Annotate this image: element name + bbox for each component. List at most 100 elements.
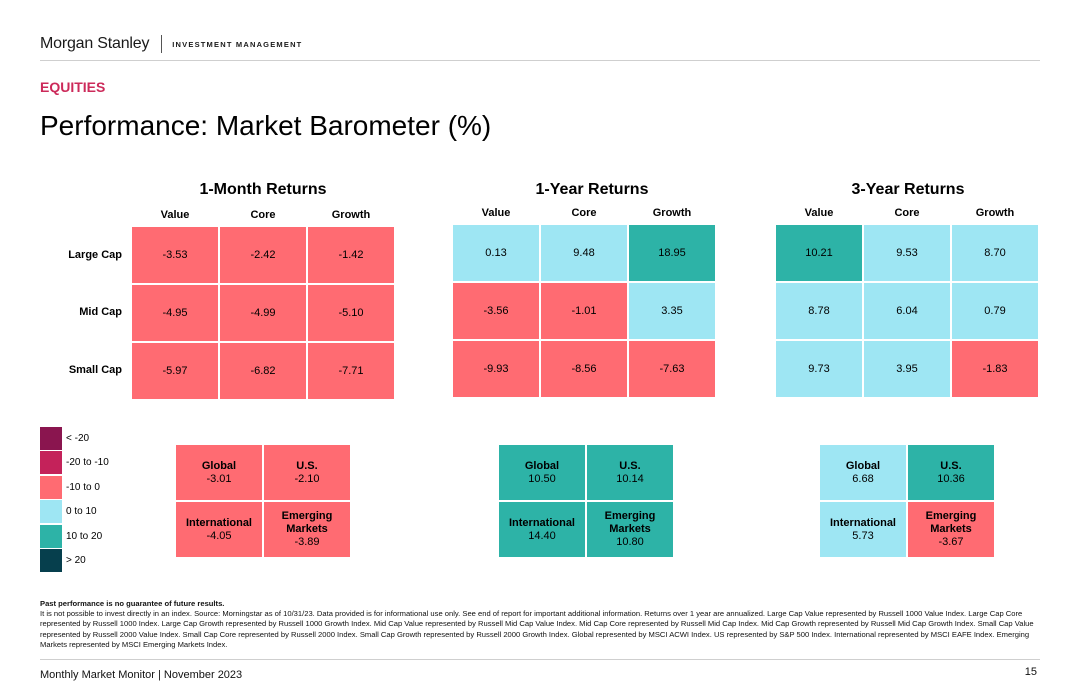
- panel-3-title: 3-Year Returns: [851, 181, 965, 198]
- row-label-large-cap: Large Cap: [68, 249, 122, 261]
- panel-2-col-value: Value: [481, 207, 511, 219]
- legend-item: 0 to 10: [40, 500, 109, 525]
- summary-label: Emerging: [604, 510, 656, 522]
- page-title: Performance: Market Barometer (%): [40, 110, 492, 141]
- brand-divider: [161, 35, 163, 53]
- summary-label: U.S.: [940, 459, 962, 472]
- legend-label: 0 to 10: [66, 506, 97, 518]
- summary-label: Global: [845, 459, 881, 472]
- summary-international: International 14.40: [498, 501, 586, 558]
- panel-2-title: 1-Year Returns: [535, 181, 649, 198]
- summary-label: Markets: [286, 523, 328, 535]
- brand-division: INVESTMENT MANAGEMENT: [172, 39, 303, 49]
- grid-cell: -9.93: [452, 340, 540, 398]
- summary-global: Global -3.01: [175, 444, 263, 501]
- disclaimer-body: It is not possible to invest directly in…: [40, 609, 1034, 649]
- legend-label: -10 to 0: [66, 481, 100, 493]
- panel-3-col-value: Value: [804, 207, 834, 219]
- grid-cell: 6.04: [863, 282, 951, 340]
- panel-1-title: 1-Month Returns: [199, 181, 327, 198]
- legend-label: 10 to 20: [66, 530, 103, 542]
- summary-us: U.S. -2.10: [263, 444, 351, 501]
- legend-swatch: [40, 549, 62, 573]
- disclaimer: Past performance is no guarantee of futu…: [40, 599, 1040, 650]
- legend-item: < -20: [40, 426, 109, 451]
- panel-3-col-core: Core: [894, 207, 920, 219]
- panel-2-col-core: Core: [571, 207, 597, 219]
- footer-rule: [40, 659, 1040, 660]
- grid-cell: -1.83: [951, 340, 1039, 398]
- grid-cell: 8.70: [951, 224, 1039, 282]
- summary-value: 10.36: [937, 472, 965, 485]
- summary-label: Emerging: [925, 510, 977, 522]
- panel-3-col-growth: Growth: [975, 207, 1015, 219]
- grid-cell: -1.42: [307, 226, 395, 284]
- summary-label: Markets: [930, 523, 972, 535]
- panel-2-col-growth: Growth: [652, 207, 692, 219]
- section-label: EQUITIES: [40, 79, 106, 95]
- summary-value: -3.67: [938, 536, 964, 548]
- legend-label: < -20: [66, 432, 90, 444]
- summary-us: U.S. 10.14: [586, 444, 674, 501]
- legend-swatch: [40, 524, 62, 548]
- summary-value: -3.01: [206, 472, 232, 485]
- summary-value: 6.68: [852, 472, 874, 485]
- grid-cell: 10.21: [775, 224, 863, 282]
- summary-emerging: Emerging Markets -3.89: [263, 501, 351, 558]
- panel-3-grid: 10.21 9.53 8.70 8.78 6.04 0.79 9.73 3.95…: [775, 224, 1039, 398]
- summary-value: 10.80: [616, 536, 644, 548]
- grid-cell: 0.13: [452, 224, 540, 282]
- grid-cell: -3.56: [452, 282, 540, 340]
- grid-cell: -6.82: [219, 342, 307, 400]
- summary-value: -4.05: [206, 529, 232, 542]
- row-label-mid-cap: Mid Cap: [79, 306, 122, 318]
- summary-international: International -4.05: [175, 501, 263, 558]
- legend-label: > 20: [66, 555, 86, 567]
- summary-emerging: Emerging Markets 10.80: [586, 501, 674, 558]
- grid-cell: -4.95: [131, 284, 219, 342]
- legend-item: -10 to 0: [40, 475, 109, 500]
- legend-item: -20 to -10: [40, 451, 109, 476]
- grid-cell: 9.48: [540, 224, 628, 282]
- summary-us: U.S. 10.36: [907, 444, 995, 501]
- grid-cell: -5.10: [307, 284, 395, 342]
- panel-1-summary: Global -3.01 U.S. -2.10 International -4…: [175, 444, 351, 558]
- summary-value: 10.14: [616, 472, 644, 485]
- brand-name: Morgan Stanley: [40, 35, 150, 52]
- summary-label: U.S.: [619, 459, 641, 472]
- grid-cell: 8.78: [775, 282, 863, 340]
- legend-label: -20 to -10: [66, 457, 109, 469]
- grid-cell: 9.73: [775, 340, 863, 398]
- panel-1-col-growth: Growth: [331, 209, 371, 221]
- summary-international: International 5.73: [819, 501, 907, 558]
- footer-text: Monthly Market Monitor | November 2023: [40, 669, 243, 681]
- grid-cell: 0.79: [951, 282, 1039, 340]
- grid-cell: -4.99: [219, 284, 307, 342]
- legend-item: > 20: [40, 549, 109, 574]
- summary-global: Global 6.68: [819, 444, 907, 501]
- grid-cell: 3.95: [863, 340, 951, 398]
- grid-cell: 18.95: [628, 224, 716, 282]
- panel-1-col-value: Value: [160, 209, 190, 221]
- summary-label: Global: [201, 459, 237, 472]
- row-label-small-cap: Small Cap: [68, 364, 122, 376]
- summary-label: Markets: [609, 523, 651, 535]
- grid-cell: -2.42: [219, 226, 307, 284]
- legend-swatch: [40, 500, 62, 524]
- grid-cell: -7.71: [307, 342, 395, 400]
- summary-label: Global: [524, 459, 560, 472]
- grid-cell: -7.63: [628, 340, 716, 398]
- summary-label: International: [829, 516, 896, 529]
- panel-1-col-core: Core: [250, 209, 276, 221]
- grid-cell: 9.53: [863, 224, 951, 282]
- page-number: 15: [1024, 666, 1037, 678]
- legend-swatch: [40, 451, 62, 475]
- panel-2-summary: Global 10.50 U.S. 10.14 International 14…: [498, 444, 674, 558]
- summary-value: -2.10: [294, 472, 320, 485]
- summary-label: U.S.: [296, 459, 318, 472]
- summary-label: International: [508, 516, 575, 529]
- header-rule: [40, 60, 1040, 61]
- panel-2-grid: 0.13 9.48 18.95 -3.56 -1.01 3.35 -9.93 -…: [452, 224, 716, 398]
- panel-3-summary: Global 6.68 U.S. 10.36 International 5.7…: [819, 444, 995, 558]
- grid-cell: 3.35: [628, 282, 716, 340]
